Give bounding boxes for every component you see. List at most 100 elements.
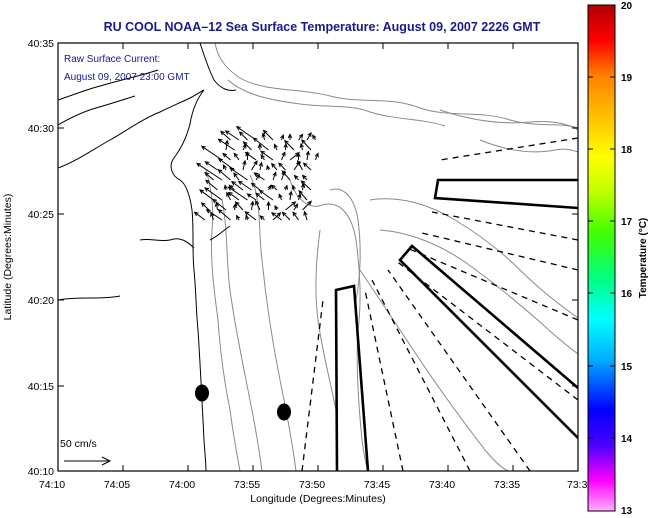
current-vector (242, 160, 246, 171)
current-vector (260, 150, 274, 161)
current-vector (244, 211, 257, 221)
current-vector-head (217, 169, 223, 174)
current-vector (292, 212, 299, 221)
current-vector-head (283, 139, 289, 145)
radar-radials (301, 137, 578, 471)
current-vector (239, 131, 248, 141)
current-vector (251, 201, 254, 211)
current-vector-head (245, 214, 250, 220)
x-axis: 74:10 74:05 74:00 73:55 73:50 73:45 73:4… (39, 43, 588, 505)
current-vector-head (233, 152, 239, 158)
current-vector (289, 191, 292, 201)
current-vector (233, 172, 240, 181)
current-vector-head (235, 126, 241, 131)
current-vector-head (293, 203, 299, 209)
current-vector-head (200, 202, 206, 207)
current-vector-head (288, 190, 293, 196)
current-vector-head (226, 191, 231, 197)
current-vector (204, 172, 214, 181)
sector-east (433, 178, 578, 210)
current-vector-head (212, 198, 217, 204)
current-vector-head (223, 184, 228, 190)
current-vector-head (281, 170, 287, 176)
current-vector (272, 172, 277, 181)
current-vector-head (222, 152, 228, 158)
current-vector (306, 151, 309, 161)
current-vector-head (293, 174, 299, 180)
current-vector (212, 198, 227, 211)
colorbar-tick-label: 17 (621, 217, 633, 228)
current-vector-head (255, 200, 260, 206)
current-vector-head (283, 184, 288, 190)
current-vector-head (233, 172, 238, 178)
current-vector (304, 211, 308, 221)
x-tick-label: 74:00 (169, 479, 195, 491)
current-vector-head (260, 150, 266, 156)
current-vector-head (270, 212, 276, 217)
x-tick-label: 74:05 (104, 479, 130, 491)
current-vector (301, 139, 312, 151)
current-vector-head (296, 152, 301, 158)
current-vector (298, 190, 308, 201)
current-vector-head (244, 211, 250, 216)
current-vector (247, 193, 257, 201)
colorbar-tick-label: 16 (621, 289, 633, 300)
current-vector-head (281, 151, 286, 157)
current-vector (225, 130, 240, 141)
current-vector-head (278, 193, 283, 199)
current-vector (226, 192, 231, 201)
current-vector-head (261, 132, 266, 138)
current-vector (282, 211, 291, 221)
current-vector-head (246, 193, 252, 198)
current-vector (236, 126, 257, 141)
y-tick-label: 40:25 (28, 209, 54, 221)
current-vector-head (280, 134, 285, 140)
y-tick-label: 40:35 (28, 38, 54, 50)
current-vector (231, 181, 244, 191)
sector-southeast (398, 244, 578, 439)
current-vector (285, 201, 296, 211)
current-vector-head (253, 172, 259, 177)
current-vector-head (301, 139, 306, 144)
current-vector-head (307, 131, 312, 137)
x-tick-label: 73:3 (567, 479, 588, 491)
current-vector (222, 153, 231, 161)
current-vector (245, 152, 257, 161)
y-tick-label: 40:20 (28, 295, 54, 307)
current-vector (201, 202, 210, 211)
current-vector (201, 145, 223, 161)
current-vector-head (305, 150, 310, 156)
colorbar-tick-label: 14 (621, 434, 633, 445)
current-vector-head (229, 167, 235, 172)
current-vector-head (301, 174, 307, 180)
current-vector-head (300, 182, 306, 189)
y-tick-label: 40:30 (28, 123, 54, 135)
current-vector-head (236, 214, 241, 220)
current-vector (253, 137, 269, 151)
current-vector-head (205, 209, 211, 214)
scale-vector-arrow (64, 456, 112, 466)
x-tick-label: 73:50 (299, 479, 325, 491)
x-axis-label: Longitude (Degrees:Minutes) (250, 493, 385, 505)
current-vector (229, 167, 248, 181)
current-vector-head (252, 137, 258, 142)
current-vector (271, 185, 278, 191)
current-vector-head (200, 145, 206, 151)
x-tick-label: 73:45 (364, 479, 390, 491)
current-vector (215, 202, 218, 211)
current-vector (315, 153, 319, 161)
current-vector (284, 140, 295, 151)
current-vector-head (214, 201, 220, 207)
sector-south (334, 284, 370, 471)
colorbar-tick-label: 15 (621, 362, 633, 373)
colorbar-tick-label: 18 (621, 145, 633, 156)
current-vector-head (250, 182, 256, 188)
current-vector-head (224, 139, 229, 145)
coastline (58, 43, 237, 471)
y-axis: 40:35 40:30 40:25 40:20 40:15 40:10 Lati… (2, 38, 578, 478)
current-vector (218, 209, 231, 221)
current-vector-head (267, 184, 272, 190)
current-vector-head (258, 189, 264, 195)
current-vector-head (234, 201, 240, 206)
